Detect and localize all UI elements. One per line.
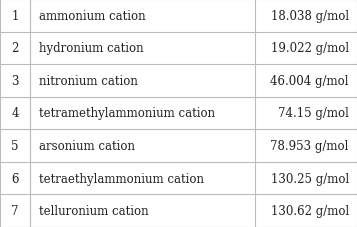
Text: 130.25 g/mol: 130.25 g/mol: [271, 172, 349, 185]
Text: 18.038 g/mol: 18.038 g/mol: [271, 10, 349, 23]
Text: 6: 6: [11, 172, 19, 185]
Text: ammonium cation: ammonium cation: [39, 10, 146, 23]
Text: nitronium cation: nitronium cation: [39, 75, 138, 88]
Text: 46.004 g/mol: 46.004 g/mol: [270, 75, 349, 88]
Text: arsonium cation: arsonium cation: [39, 139, 135, 152]
Text: hydronium cation: hydronium cation: [39, 42, 144, 55]
Text: 74.15 g/mol: 74.15 g/mol: [278, 107, 349, 120]
Text: 3: 3: [11, 75, 19, 88]
Text: 4: 4: [11, 107, 19, 120]
Text: 2: 2: [11, 42, 19, 55]
Text: 19.022 g/mol: 19.022 g/mol: [271, 42, 349, 55]
Text: 7: 7: [11, 204, 19, 217]
Text: telluronium cation: telluronium cation: [39, 204, 149, 217]
Text: 78.953 g/mol: 78.953 g/mol: [271, 139, 349, 152]
Text: 130.62 g/mol: 130.62 g/mol: [271, 204, 349, 217]
Text: 5: 5: [11, 139, 19, 152]
Text: tetramethylammonium cation: tetramethylammonium cation: [39, 107, 215, 120]
Text: tetraethylammonium cation: tetraethylammonium cation: [39, 172, 204, 185]
Text: 1: 1: [11, 10, 19, 23]
